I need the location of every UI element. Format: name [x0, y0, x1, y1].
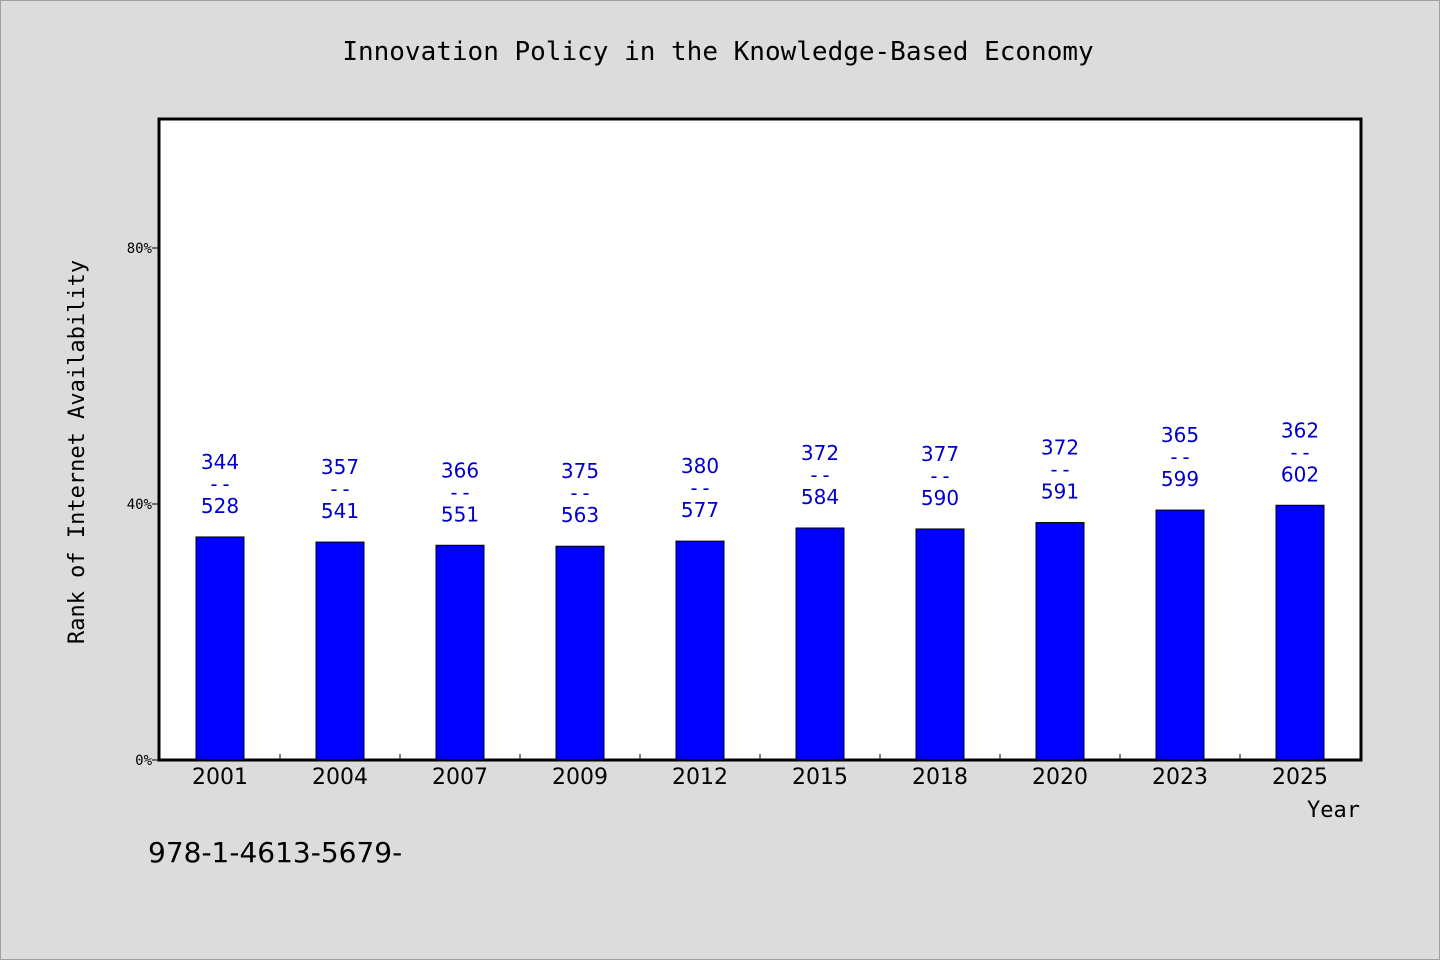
data-label-separator: -- — [928, 464, 952, 488]
data-label-bottom: 599 — [1161, 467, 1199, 491]
data-label-top: 377 — [921, 442, 959, 466]
data-label-separator: -- — [568, 481, 592, 505]
data-label-separator: -- — [1168, 445, 1192, 469]
bar — [1155, 509, 1205, 761]
data-label-bottom: 563 — [561, 503, 599, 527]
x-axis-title: Year — [1307, 798, 1360, 823]
x-tick-label: 2004 — [312, 765, 368, 790]
data-label-bottom: 584 — [801, 485, 839, 509]
data-label-bottom: 577 — [681, 498, 719, 522]
x-tick-label: 2012 — [672, 765, 728, 790]
data-label-top: 344 — [201, 450, 239, 474]
x-tick-label: 2018 — [912, 765, 968, 790]
chart-title: Innovation Policy in the Knowledge-Based… — [342, 37, 1093, 67]
x-tick-label: 2025 — [1272, 765, 1328, 790]
data-label-bottom: 590 — [921, 486, 959, 510]
x-tick-label: 2007 — [432, 765, 488, 790]
data-labels: 344--528357--541366--551375--563380--577… — [201, 418, 1319, 527]
x-tick-label: 2023 — [1152, 765, 1208, 790]
x-tick-label: 2020 — [1032, 765, 1088, 790]
bar — [555, 545, 605, 761]
isbn-text: 978-1-4613-5679- — [148, 836, 402, 869]
bar — [915, 528, 965, 761]
data-label-separator: -- — [808, 463, 832, 487]
y-axis-title: Rank of Internet Availability — [65, 260, 90, 644]
x-axis: 2001 2004 2007 2009 2012 2015 2018 2020 2023 2025 — [192, 754, 1328, 790]
data-label-top: 357 — [321, 455, 359, 479]
data-label-separator: -- — [208, 472, 232, 496]
bar — [795, 527, 845, 761]
data-label-separator: -- — [1288, 440, 1312, 464]
y-axis: 0% 40% 80% — [127, 241, 160, 769]
y-tick-label: 0% — [135, 753, 152, 769]
data-label-top: 366 — [441, 458, 479, 482]
data-label-bottom: 528 — [201, 494, 239, 518]
data-label-bottom: 541 — [321, 499, 359, 523]
bar — [1275, 504, 1325, 761]
bar — [675, 540, 725, 761]
data-label-top: 372 — [1041, 436, 1079, 460]
data-label-separator: -- — [1048, 458, 1072, 482]
data-label-top: 375 — [561, 459, 599, 483]
data-label-separator: -- — [688, 476, 712, 500]
bar-series — [195, 504, 1325, 761]
y-tick-label: 40% — [127, 497, 153, 513]
data-label-separator: -- — [328, 477, 352, 501]
data-label-bottom: 602 — [1281, 462, 1319, 486]
data-label-bottom: 551 — [441, 502, 479, 526]
data-label-top: 365 — [1161, 423, 1199, 447]
data-label-separator: -- — [448, 480, 472, 504]
bar — [435, 544, 485, 761]
data-label-top: 380 — [681, 454, 719, 478]
y-tick-label: 80% — [127, 241, 153, 257]
x-tick-label: 2015 — [792, 765, 848, 790]
bar — [1035, 522, 1085, 761]
bar — [195, 536, 245, 761]
data-label-top: 362 — [1281, 418, 1319, 442]
x-tick-label: 2009 — [552, 765, 608, 790]
x-tick-label: 2001 — [192, 765, 248, 790]
data-label-top: 372 — [801, 441, 839, 465]
bar — [315, 541, 365, 761]
data-label-bottom: 591 — [1041, 480, 1079, 504]
